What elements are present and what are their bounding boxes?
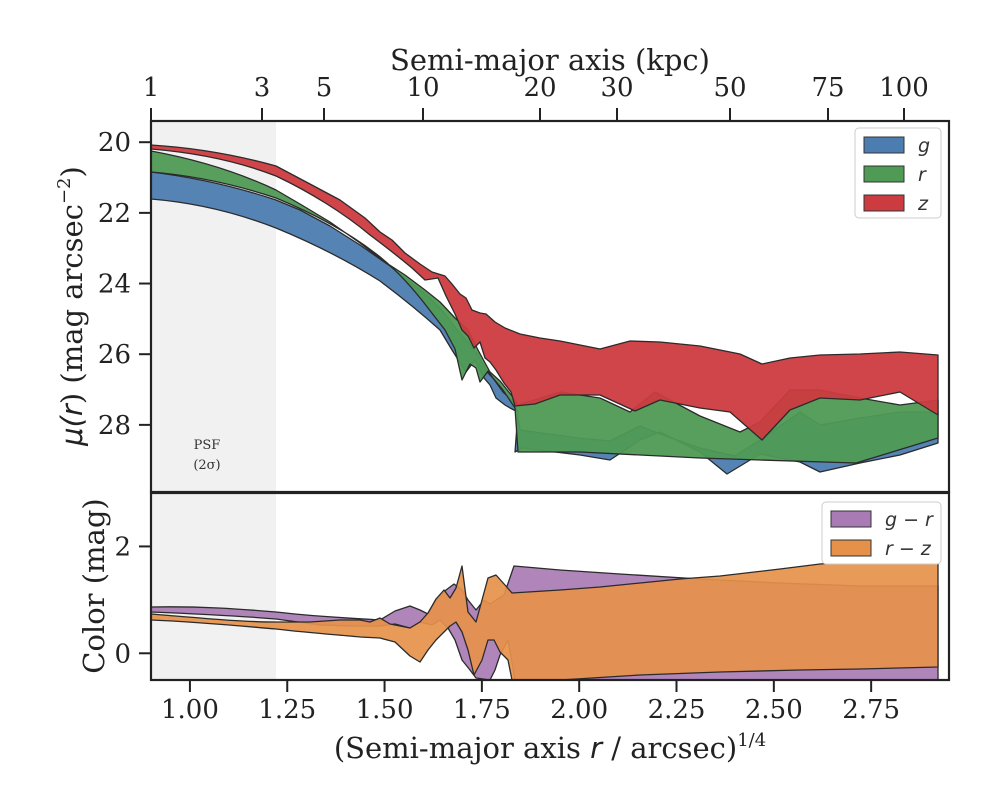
bottom-legend: g − r r − z (821, 501, 942, 565)
bottom-axis-label: (Semi-major axis r / arcsec)1/4 (334, 730, 766, 765)
legend-label-r-z: r − z (885, 538, 932, 560)
top-kpc-tick-label: 3 (254, 73, 271, 103)
bottom-x-tick-label: 1.75 (453, 695, 511, 725)
top-kpc-tick-label: 75 (811, 73, 844, 103)
bottom-x-tick-label: 1.00 (161, 695, 219, 725)
bottom-axis-label-tail: / arcsec) (602, 731, 737, 765)
bottom-x-tick-label: 1.50 (356, 695, 414, 725)
legend-swatch-r (863, 165, 905, 183)
bottom-y-axis-label: Color (mag) (77, 498, 111, 673)
top-y-axis: 20 22 24 26 28 (98, 128, 151, 441)
legend-swatch-r-z (830, 539, 872, 557)
legend-label-g-r: g − r (885, 509, 934, 531)
bottom-panel-frame (149, 491, 951, 682)
legend-swatch-z (863, 194, 905, 212)
bottom-x-axis: 1.00 1.25 1.50 1.75 2.00 2.25 2.50 2.75 (161, 680, 900, 725)
top-kpc-tick-label: 1 (143, 73, 160, 103)
band-z (151, 144, 939, 441)
top-kpc-tick-label: 50 (713, 73, 746, 103)
psf-label-line2: (2σ) (193, 458, 220, 473)
top-y-tick-label: 26 (98, 340, 131, 370)
bottom-axis-label-main: (Semi-major axis (334, 731, 590, 765)
top-legend: g r z (854, 127, 942, 219)
top-axis-label: Semi-major axis (kpc) (390, 43, 710, 77)
top-kpc-tick-label: 30 (600, 73, 633, 103)
top-y-axis-label-sup: −2 (54, 177, 75, 204)
top-y-tick-label: 28 (98, 411, 131, 441)
top-kpc-tick-label: 100 (879, 73, 929, 103)
top-y-axis-label-prefix: μ( (55, 414, 89, 446)
top-kpc-tick-label: 20 (523, 73, 556, 103)
top-kpc-tick-label: 5 (316, 73, 333, 103)
psf-label-line1: PSF (194, 438, 221, 453)
surface-brightness-bands (151, 144, 939, 475)
bottom-axis-label-sup: 1/4 (737, 730, 766, 751)
bottom-x-tick-label: 2.25 (648, 695, 706, 725)
top-kpc-tick-label: 10 (406, 73, 439, 103)
bottom-x-tick-label: 2.75 (842, 695, 900, 725)
psf-region-bottom (151, 493, 276, 680)
legend-swatch-g (863, 136, 905, 154)
bottom-y-tick-label: 0 (114, 639, 131, 669)
top-y-tick-label: 20 (98, 128, 131, 158)
top-y-axis-label-suffix: ) (55, 166, 89, 177)
bottom-x-tick-label: 2.50 (745, 695, 803, 725)
top-y-axis-label-mid: ) (mag arcsec (55, 204, 89, 404)
top-y-axis-label: μ(r) (mag arcsec−2) (54, 166, 89, 447)
top-y-axis-label-var: r (55, 402, 89, 416)
bottom-x-tick-label: 1.25 (258, 695, 316, 725)
top-kpc-axis: 1 3 5 10 20 30 50 75 100 (143, 73, 929, 121)
legend-label-g: g (918, 135, 930, 157)
color-bands (151, 554, 939, 680)
legend-swatch-g-r (830, 510, 872, 528)
legend-label-r: r (918, 164, 927, 186)
band-r-z (151, 554, 939, 680)
bottom-y-tick-label: 2 (114, 532, 131, 562)
top-y-tick-label: 22 (98, 199, 131, 229)
legend-label-z: z (917, 193, 929, 215)
top-y-tick-label: 24 (98, 270, 131, 300)
bottom-y-axis: 02 (114, 532, 151, 669)
bottom-axis-label-var: r (590, 731, 604, 765)
bottom-x-tick-label: 2.00 (550, 695, 608, 725)
